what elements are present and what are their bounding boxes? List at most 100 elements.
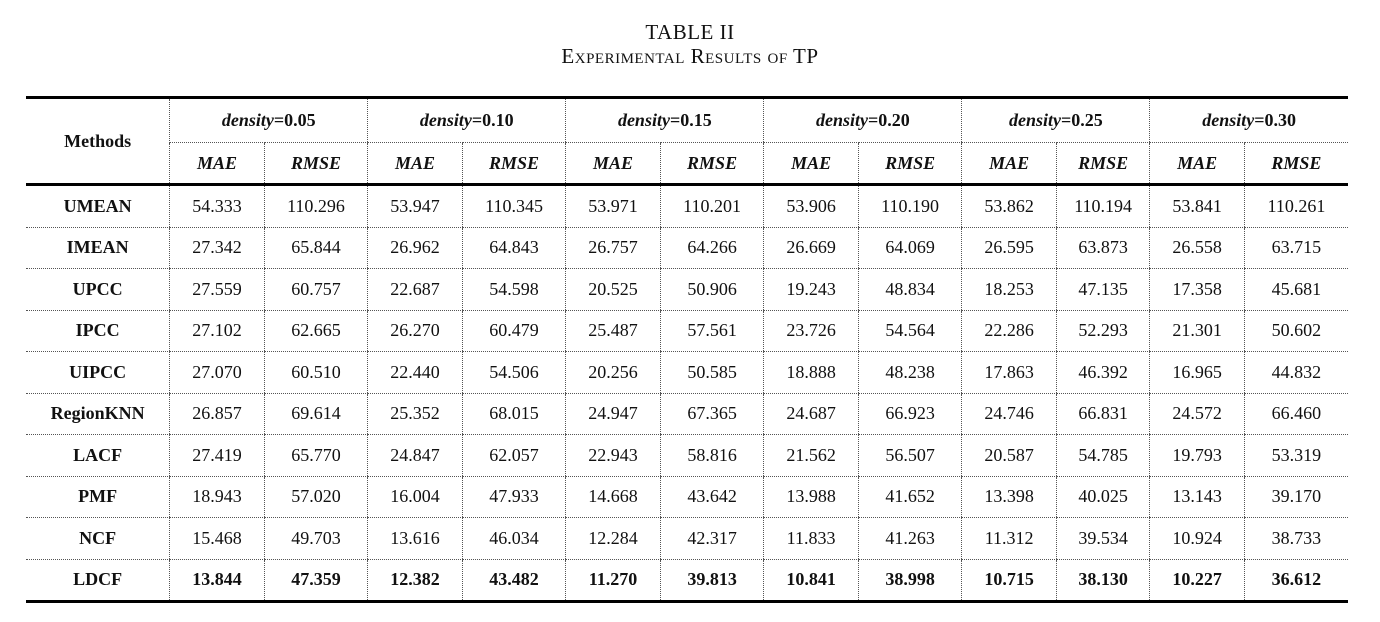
mae-value-cell: 11.270 bbox=[565, 559, 661, 603]
rmse-value-cell: 65.844 bbox=[263, 227, 368, 269]
mae-value-cell: 20.587 bbox=[961, 434, 1057, 477]
density-value: =0.25 bbox=[1060, 110, 1103, 130]
mae-value-cell: 53.862 bbox=[961, 184, 1057, 228]
rmse-value-cell: 60.479 bbox=[461, 310, 566, 352]
mae-value-cell: 10.924 bbox=[1149, 517, 1245, 560]
density-prefix: density bbox=[419, 110, 472, 130]
rmse-value-cell: 54.598 bbox=[461, 268, 566, 311]
density-group-header: density=0.25 bbox=[961, 96, 1150, 143]
rmse-value-cell: 53.319 bbox=[1243, 434, 1348, 477]
density-group-header: density=0.20 bbox=[763, 96, 962, 143]
metric-header-mae: MAE bbox=[565, 142, 661, 186]
method-name-cell: IPCC bbox=[26, 310, 170, 352]
mae-value-cell: 22.440 bbox=[367, 351, 463, 394]
rmse-value-cell: 45.681 bbox=[1243, 268, 1348, 311]
mae-value-cell: 26.669 bbox=[763, 227, 859, 269]
mae-value-cell: 15.468 bbox=[169, 517, 265, 560]
mae-value-cell: 22.943 bbox=[565, 434, 661, 477]
density-prefix: density bbox=[221, 110, 274, 130]
rmse-value-cell: 60.757 bbox=[263, 268, 368, 311]
table-row: LACF 27.419 65.770 24.847 62.057 22.943 58.816… bbox=[26, 434, 1348, 477]
mae-value-cell: 19.793 bbox=[1149, 434, 1245, 477]
mae-value-cell: 14.668 bbox=[565, 476, 661, 518]
rmse-value-cell: 60.510 bbox=[263, 351, 368, 394]
mae-value-cell: 18.888 bbox=[763, 351, 859, 394]
mae-value-cell: 23.726 bbox=[763, 310, 859, 352]
method-name-cell: PMF bbox=[26, 476, 170, 518]
metric-header-mae: MAE bbox=[961, 142, 1057, 186]
method-name-cell: UPCC bbox=[26, 268, 170, 311]
rmse-value-cell: 62.665 bbox=[263, 310, 368, 352]
mae-value-cell: 12.382 bbox=[367, 559, 463, 603]
rmse-value-cell: 43.642 bbox=[659, 476, 764, 518]
table-row: PMF 18.943 57.020 16.004 47.933 14.668 43.642 1… bbox=[26, 476, 1348, 518]
table-caption-number: TABLE II bbox=[645, 20, 735, 44]
mae-value-cell: 26.757 bbox=[565, 227, 661, 269]
mae-value-cell: 10.841 bbox=[763, 559, 859, 603]
rmse-value-cell: 64.843 bbox=[461, 227, 566, 269]
rmse-value-cell: 41.652 bbox=[857, 476, 962, 518]
table-row: LDCF 13.844 47.359 12.382 43.482 11.270 39.813… bbox=[26, 559, 1348, 603]
rmse-value-cell: 57.561 bbox=[659, 310, 764, 352]
rmse-value-cell: 38.998 bbox=[857, 559, 962, 603]
mae-value-cell: 16.004 bbox=[367, 476, 463, 518]
rmse-value-cell: 56.507 bbox=[857, 434, 962, 477]
density-group-header: density=0.05 bbox=[169, 96, 368, 143]
mae-value-cell: 24.847 bbox=[367, 434, 463, 477]
mae-value-cell: 26.558 bbox=[1149, 227, 1245, 269]
rmse-value-cell: 54.785 bbox=[1055, 434, 1150, 477]
table-row: RegionKNN 26.857 69.614 25.352 68.015 24.947 6… bbox=[26, 393, 1348, 435]
mae-value-cell: 19.243 bbox=[763, 268, 859, 311]
method-name-cell: RegionKNN bbox=[26, 393, 170, 435]
rmse-value-cell: 67.365 bbox=[659, 393, 764, 435]
table-row: IMEAN 27.342 65.844 26.962 64.843 26.757 64.26… bbox=[26, 227, 1348, 269]
rmse-value-cell: 110.190 bbox=[857, 184, 962, 228]
density-prefix: density bbox=[815, 110, 868, 130]
rmse-value-cell: 42.317 bbox=[659, 517, 764, 560]
rmse-value-cell: 64.069 bbox=[857, 227, 962, 269]
density-value: =0.05 bbox=[273, 110, 316, 130]
mae-value-cell: 21.301 bbox=[1149, 310, 1245, 352]
metric-header-mae: MAE bbox=[169, 142, 265, 186]
metric-header-rmse: RMSE bbox=[1243, 142, 1348, 186]
metric-header-mae: MAE bbox=[367, 142, 463, 186]
rmse-value-cell: 64.266 bbox=[659, 227, 764, 269]
mae-value-cell: 25.352 bbox=[367, 393, 463, 435]
metric-header-mae: MAE bbox=[763, 142, 859, 186]
mae-value-cell: 26.962 bbox=[367, 227, 463, 269]
rmse-value-cell: 48.834 bbox=[857, 268, 962, 311]
rmse-value-cell: 46.392 bbox=[1055, 351, 1150, 394]
metric-header-rmse: RMSE bbox=[1055, 142, 1150, 186]
mae-value-cell: 13.988 bbox=[763, 476, 859, 518]
table-row: UPCC 27.559 60.757 22.687 54.598 20.525 50.906… bbox=[26, 268, 1348, 311]
metric-header-rmse: RMSE bbox=[659, 142, 764, 186]
mae-value-cell: 13.398 bbox=[961, 476, 1057, 518]
rmse-value-cell: 110.201 bbox=[659, 184, 764, 228]
density-prefix: density bbox=[1008, 110, 1061, 130]
metric-header-rmse: RMSE bbox=[857, 142, 962, 186]
mae-value-cell: 16.965 bbox=[1149, 351, 1245, 394]
rmse-value-cell: 40.025 bbox=[1055, 476, 1150, 518]
mae-value-cell: 53.947 bbox=[367, 184, 463, 228]
mae-value-cell: 13.143 bbox=[1149, 476, 1245, 518]
rmse-value-cell: 50.585 bbox=[659, 351, 764, 394]
mae-value-cell: 18.253 bbox=[961, 268, 1057, 311]
table-row: UIPCC 27.070 60.510 22.440 54.506 20.256 50.58… bbox=[26, 351, 1348, 394]
table-row: NCF 15.468 49.703 13.616 46.034 12.284 42.317 1… bbox=[26, 517, 1348, 560]
mae-value-cell: 13.844 bbox=[169, 559, 265, 603]
rmse-value-cell: 50.906 bbox=[659, 268, 764, 311]
rmse-value-cell: 58.816 bbox=[659, 434, 764, 477]
mae-value-cell: 20.525 bbox=[565, 268, 661, 311]
method-name-cell: LDCF bbox=[26, 559, 170, 603]
mae-value-cell: 26.857 bbox=[169, 393, 265, 435]
rmse-value-cell: 46.034 bbox=[461, 517, 566, 560]
mae-value-cell: 22.286 bbox=[961, 310, 1057, 352]
mae-value-cell: 24.746 bbox=[961, 393, 1057, 435]
density-value: =0.10 bbox=[471, 110, 514, 130]
mae-value-cell: 12.284 bbox=[565, 517, 661, 560]
rmse-value-cell: 63.715 bbox=[1243, 227, 1348, 269]
rmse-value-cell: 50.602 bbox=[1243, 310, 1348, 352]
rmse-value-cell: 110.194 bbox=[1055, 184, 1150, 228]
rmse-value-cell: 57.020 bbox=[263, 476, 368, 518]
rmse-value-cell: 44.832 bbox=[1243, 351, 1348, 394]
